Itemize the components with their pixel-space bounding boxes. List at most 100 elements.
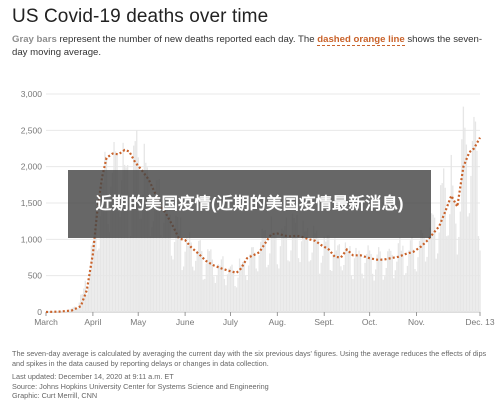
daily-bar (424, 261, 427, 312)
daily-bar (86, 294, 88, 312)
x-tick-label: April (84, 317, 101, 327)
daily-bar (202, 279, 204, 312)
daily-bar (446, 236, 448, 312)
daily-bar (193, 270, 195, 312)
daily-bar (447, 235, 449, 312)
daily-bar (170, 255, 173, 312)
daily-bar (120, 180, 123, 312)
daily-bar (415, 271, 418, 312)
daily-bar (247, 265, 250, 312)
daily-bar (335, 250, 337, 312)
daily-bar (440, 185, 442, 312)
daily-bar (371, 273, 374, 312)
last-updated: Last updated: December 14, 2020 at 9:11 … (12, 372, 174, 381)
daily-bar (456, 254, 458, 312)
daily-bar (272, 234, 274, 312)
daily-bar (470, 175, 472, 312)
daily-bar (167, 219, 170, 312)
y-tick-label: 0 (37, 307, 42, 317)
daily-bar (189, 232, 191, 312)
daily-bar (308, 261, 310, 312)
daily-bar (385, 267, 387, 312)
daily-bar (101, 184, 103, 312)
y-tick-label: 2,000 (21, 162, 43, 172)
daily-bar (390, 250, 392, 312)
daily-bar (108, 232, 111, 312)
daily-bar (465, 144, 468, 312)
daily-bar (117, 210, 120, 312)
daily-bar (142, 194, 144, 312)
daily-bar (98, 248, 100, 312)
daily-bar (60, 311, 62, 312)
daily-bar (181, 270, 183, 312)
daily-bar (438, 232, 440, 312)
daily-bar (146, 167, 148, 312)
daily-bar (207, 249, 209, 312)
daily-bar (222, 256, 224, 312)
daily-bar (199, 240, 201, 312)
daily-bar (195, 260, 197, 312)
daily-bar (343, 265, 345, 312)
daily-bar (290, 250, 292, 312)
daily-bar (190, 242, 192, 312)
daily-bar (325, 241, 327, 312)
chart-meta: Last updated: December 14, 2020 at 9:11 … (12, 372, 269, 401)
daily-bar (226, 274, 229, 312)
daily-bar (450, 154, 452, 312)
daily-bar (412, 249, 415, 312)
daily-bar (252, 247, 254, 312)
daily-bar (131, 197, 133, 312)
daily-bar (276, 264, 279, 312)
daily-bar (373, 280, 375, 312)
daily-bar (394, 270, 396, 312)
daily-bar (338, 244, 341, 312)
chart-title: US Covid-19 deaths over time (12, 6, 269, 27)
daily-bar (414, 269, 416, 312)
daily-bar (288, 261, 291, 312)
daily-bar (379, 251, 381, 312)
daily-bar (169, 214, 171, 312)
daily-bar (427, 240, 430, 312)
daily-bar (158, 179, 161, 312)
daily-bar (381, 258, 383, 312)
daily-bar (270, 216, 272, 312)
daily-bar (198, 240, 200, 312)
daily-bar (246, 280, 248, 312)
daily-bar (216, 275, 218, 312)
daily-bar (444, 187, 446, 312)
daily-bar (393, 278, 395, 312)
daily-bar (164, 199, 167, 312)
daily-bar (364, 262, 366, 312)
daily-bar (368, 250, 371, 312)
daily-bar (261, 228, 263, 312)
daily-bar (362, 278, 365, 312)
daily-bar (443, 168, 445, 312)
x-tick-label: June (176, 317, 195, 327)
daily-bar (329, 270, 331, 312)
daily-bar (172, 259, 174, 312)
daily-bar (430, 213, 433, 312)
gray-bars-legend: Gray bars (12, 34, 57, 45)
daily-bar (210, 249, 212, 312)
daily-bar (418, 240, 421, 312)
daily-bar (229, 266, 232, 312)
daily-bar (99, 216, 102, 312)
daily-bar (201, 251, 203, 312)
daily-bar (179, 217, 182, 312)
daily-bar (452, 185, 454, 312)
daily-bar (391, 254, 393, 312)
daily-bar (432, 214, 434, 312)
daily-bar (123, 164, 126, 312)
daily-bar (476, 150, 478, 312)
daily-bar (453, 201, 455, 312)
daily-bar (314, 233, 316, 312)
daily-bar (263, 230, 265, 312)
daily-bar (402, 245, 404, 312)
daily-bar (225, 285, 227, 312)
daily-bar (160, 234, 162, 312)
daily-bar (426, 256, 428, 312)
x-tick-label: Aug. (269, 317, 287, 327)
daily-bar (420, 229, 422, 312)
daily-bar (294, 222, 297, 312)
daily-bar (151, 227, 153, 312)
